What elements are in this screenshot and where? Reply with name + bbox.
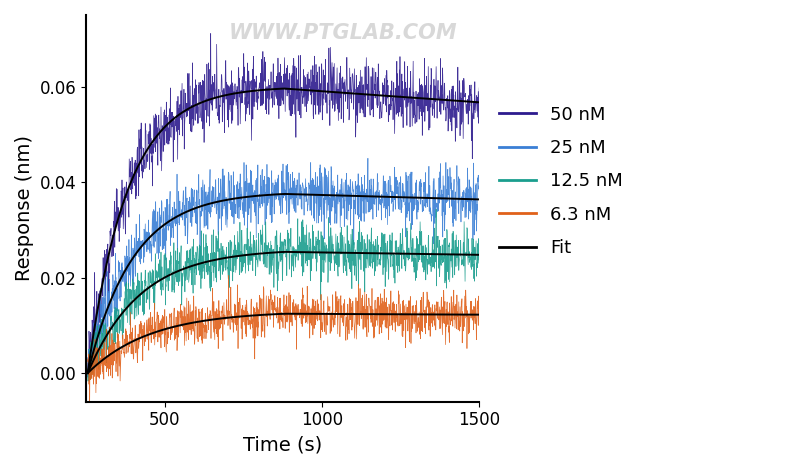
Legend: 50 nM, 25 nM, 12.5 nM, 6.3 nM, Fit: 50 nM, 25 nM, 12.5 nM, 6.3 nM, Fit	[492, 98, 630, 264]
Y-axis label: Response (nm): Response (nm)	[15, 136, 34, 281]
Text: WWW.PTGLAB.COM: WWW.PTGLAB.COM	[229, 23, 458, 43]
X-axis label: Time (s): Time (s)	[243, 435, 322, 454]
